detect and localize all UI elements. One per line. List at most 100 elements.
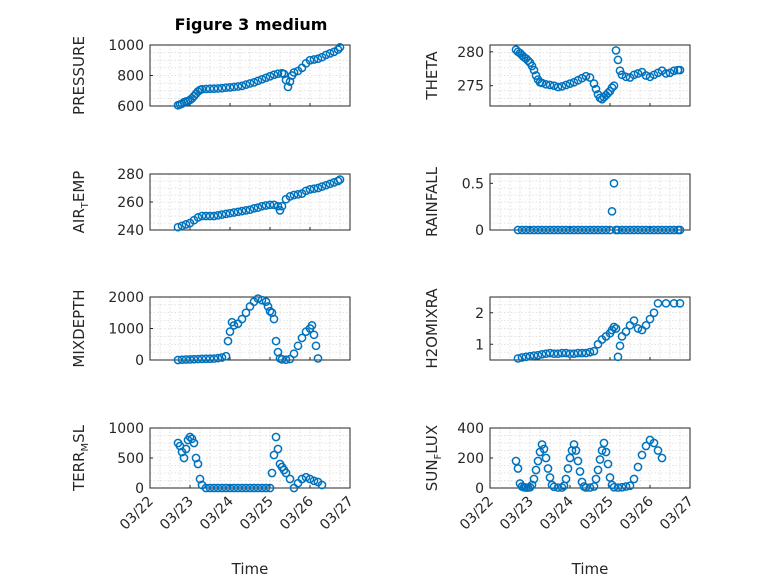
data-point (609, 178, 619, 188)
panel-1: 600 800 1000 PRESSURE (70, 36, 351, 115)
data-point (557, 81, 567, 91)
x-tick-label: 03/24 (537, 493, 577, 533)
data-point (541, 79, 551, 89)
data-point (585, 347, 595, 357)
data-point (311, 341, 321, 351)
data-point (253, 76, 263, 86)
panel-5: 0 1000 2000 MIXDEPTH (70, 289, 351, 369)
panel-8: 0 200 400 SUNFLUX 03/22 03/23 03/24 03/25 03/26 0… (423, 421, 697, 578)
data-point (657, 225, 667, 235)
data-point (249, 483, 259, 493)
data-point (633, 69, 643, 78)
data-point (275, 206, 285, 215)
data-point (285, 474, 295, 484)
data-point (197, 211, 207, 221)
data-point (253, 203, 263, 212)
data-point (557, 483, 567, 492)
data-point (305, 55, 315, 65)
data-point (209, 354, 219, 363)
panel-6: 1 2 H2OMIXRA (423, 288, 691, 369)
data-point (553, 349, 563, 359)
data-point (271, 336, 281, 346)
data-point (641, 71, 651, 80)
data-point (609, 81, 619, 91)
y-tick-label: 1 (475, 337, 484, 353)
data-point (217, 483, 227, 493)
data-point (201, 84, 211, 94)
data-point (529, 351, 539, 360)
data-point (263, 302, 273, 311)
data-point (581, 71, 591, 81)
data-point (177, 355, 187, 365)
data-point (529, 225, 539, 235)
data-point (613, 483, 623, 492)
data-point (649, 438, 659, 448)
data-point (565, 225, 575, 235)
data-point (591, 474, 601, 484)
data-point (603, 459, 613, 469)
data-point (525, 482, 535, 492)
y-axis-label: TERRMSL (70, 424, 91, 492)
data-point (617, 225, 627, 235)
data-point (281, 468, 291, 478)
data-point (561, 348, 571, 358)
y-tick-label: 600 (117, 99, 144, 115)
data-point (611, 46, 621, 55)
data-point (305, 185, 315, 194)
x-tick-label: 03/23 (497, 494, 537, 534)
data-point (591, 84, 601, 94)
data-point (277, 355, 287, 364)
y-tick-label: 0 (135, 481, 144, 497)
axes-border (489, 44, 691, 107)
data-point (525, 351, 535, 361)
data-point (669, 298, 679, 308)
data-point (181, 444, 191, 454)
data-point (607, 206, 617, 216)
data-point (193, 459, 203, 469)
data-point (637, 450, 647, 460)
data-point (265, 200, 275, 210)
data-point (229, 483, 239, 493)
data-point (633, 462, 643, 472)
data-point (529, 65, 539, 75)
data-point (561, 80, 571, 90)
data-point (513, 464, 523, 473)
data-point (593, 225, 603, 235)
data-point (257, 483, 267, 493)
data-point (537, 440, 547, 449)
data-point (193, 354, 203, 364)
y-axis-label: THETA (423, 51, 441, 101)
data-point (241, 206, 251, 215)
data-point (289, 349, 299, 359)
data-point (633, 324, 643, 333)
data-point (645, 314, 655, 324)
data-point (641, 441, 651, 451)
data-point (229, 82, 239, 92)
data-point (209, 211, 219, 221)
data-point (335, 175, 345, 184)
y-axis-label: RAINFALL (423, 166, 441, 237)
data-point (653, 446, 663, 455)
data-point (561, 225, 571, 235)
data-point (601, 225, 611, 235)
data-point (321, 50, 331, 60)
x-axis-label: Time (571, 560, 609, 578)
data-point (237, 81, 247, 91)
data-point (313, 183, 323, 193)
data-point (217, 83, 227, 93)
data-point (285, 354, 295, 364)
data-point (225, 83, 235, 92)
data-point (265, 306, 275, 316)
y-tick-label: 500 (117, 451, 144, 467)
data-point (521, 225, 531, 235)
data-point (561, 474, 571, 484)
data-point (565, 453, 575, 463)
data-point (611, 324, 621, 333)
data-point (633, 225, 643, 235)
data-point (269, 200, 279, 210)
data-point (273, 444, 283, 454)
y-tick-label: 275 (457, 79, 484, 95)
data-point (221, 209, 231, 219)
data-point (589, 346, 599, 356)
